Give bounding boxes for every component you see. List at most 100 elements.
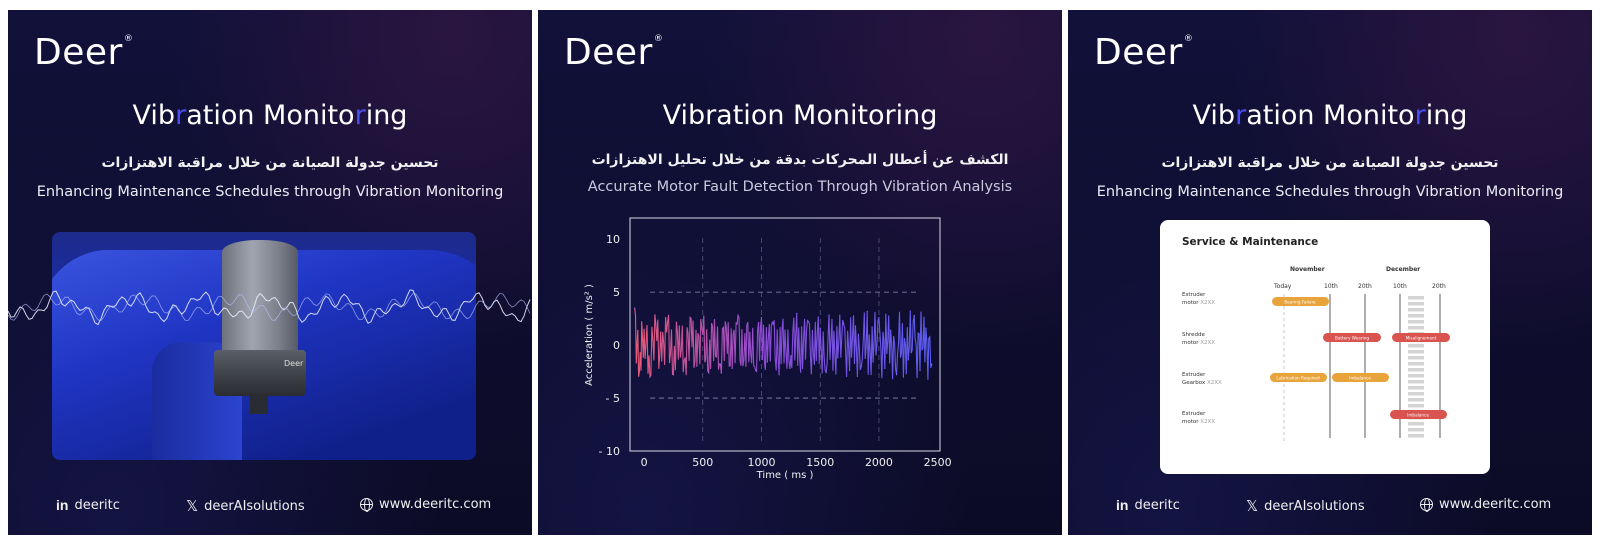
signal-point [860,365,862,367]
x-logo-icon: 𝕏 [1246,497,1259,515]
website-link[interactable]: www.deeritc.com [1420,497,1551,512]
signal-point [678,325,680,327]
sensor-base [214,350,306,396]
signal-point [907,359,909,361]
english-subtitle: Accurate Motor Fault Detection Through V… [587,179,1013,195]
signal-point [743,359,745,361]
signal-point [843,323,845,325]
hatch-stripe [1408,392,1424,396]
x-tick-label: 0 [641,456,648,469]
col-nov-10: 10th [1324,283,1338,290]
arabic-subtitle: تحسين جدولة الصيانة من خلال مراقبة الاهت… [101,155,439,171]
col-nov-20: 20th [1358,283,1372,290]
signal-point [772,323,774,325]
vibration-wave-overlay [8,289,531,326]
task-pill[interactable] [1270,373,1327,382]
schedule-title: Service & Maintenance [1182,236,1319,248]
task-pill[interactable] [1323,333,1381,342]
hatch-stripe [1408,434,1424,438]
globe-icon [1420,498,1433,512]
x-tick-label: 2000 [865,456,893,469]
sensor-stem [250,394,268,414]
linkedin-link[interactable]: in deeritc [1116,497,1180,513]
hatch-stripe [1408,356,1424,360]
signal-point [643,328,645,330]
x-tick-labels: 0 500 1000 1500 2000 2500 [641,456,952,469]
hatch-stripe [1408,344,1424,348]
panel-title: Vibration Monitoring [1068,100,1592,131]
linkedin-link[interactable]: in deeritc [56,497,120,513]
y-axis-label: Acceleration ( m/s² ) [584,284,595,386]
title-part: ation Monito [186,100,355,131]
vibration-sensor [222,240,298,356]
registered-mark: ® [1183,34,1194,44]
x-handle: deerAIsolutions [1264,498,1365,514]
signal-point [854,325,857,327]
signal-point [931,363,933,365]
signal-point [684,357,686,359]
x-axis-label: Time ( ms ) [756,470,814,481]
row-1-sub: motor X2XX [1182,300,1215,306]
vibration-chart: 10 5 0 - 5 - 10 0 500 1000 1500 2000 2500 Time ( … [584,217,952,481]
hatch-stripe [1408,386,1424,390]
acceleration-signal-line [634,307,933,380]
website-link[interactable]: www.deeritc.com [360,497,491,512]
signal-point [731,367,733,369]
hatch-stripe [1408,350,1424,354]
panel-title: Vibration Monitoring [662,100,938,131]
row-2-name: Shredde [1182,332,1205,338]
task-pill[interactable] [1392,333,1450,342]
row-3-sub-text: Gearbox [1182,380,1206,386]
panel-title: Vibration Monitoring [8,100,532,131]
signal-point [702,333,704,336]
task-lubrication-required: Lubrication Required [1276,376,1320,381]
schedule-timeline: November December Today 10th 20th 10th 2… [1182,266,1450,442]
signal-point [725,327,727,329]
title-accent: r [354,100,366,131]
signal-point [913,314,915,317]
row-2-code: X2XX [1200,340,1215,346]
signal-point [837,357,839,359]
x-tick-label: 2500 [924,456,952,469]
plot-frame [629,217,941,452]
y-tick-label: 0 [613,339,620,352]
signal-point [813,363,815,365]
hatch-stripe [1408,404,1424,408]
title-part: ation Monito [1246,100,1415,131]
registered-mark: ® [653,34,664,44]
signal-point [766,361,768,363]
col-today: Today [1273,283,1292,290]
signal-point [690,318,692,320]
signal-point [719,363,722,365]
row-3-code: X2XX [1207,380,1222,386]
hatch-stripe [1408,380,1424,384]
deer-logo: Deer® [34,32,133,73]
signal-point [760,316,763,319]
linkedin-handle: deeritc [1134,497,1180,513]
task-pill[interactable] [1390,410,1447,419]
hatch-stripe [1408,374,1424,378]
task-pill[interactable] [1332,373,1389,382]
row-1-sub-text: motor [1182,300,1199,306]
logo-text: Deer [1094,32,1183,73]
signal-point [755,369,757,372]
signal-point [819,327,821,329]
title-part: Vib [1192,100,1236,131]
english-subtitle: Enhancing Maintenance Schedules through … [1096,184,1564,200]
col-dec-20: 20th [1432,283,1446,290]
task-pill[interactable] [1272,297,1329,306]
deer-logo: Deer® [564,32,663,73]
signal-point [790,355,792,357]
signal-point [895,374,898,376]
task-misalignement: Misalignement [1406,336,1437,341]
hatch-stripe [1408,422,1424,426]
registered-mark: ® [123,34,134,44]
signal-point [749,331,751,333]
signal-point [655,323,657,325]
signal-point [649,376,651,378]
post-panel-schedule: Deer® Vibration Monitoring تحسين جدولة ا… [1068,10,1592,535]
signal-point [901,323,904,325]
